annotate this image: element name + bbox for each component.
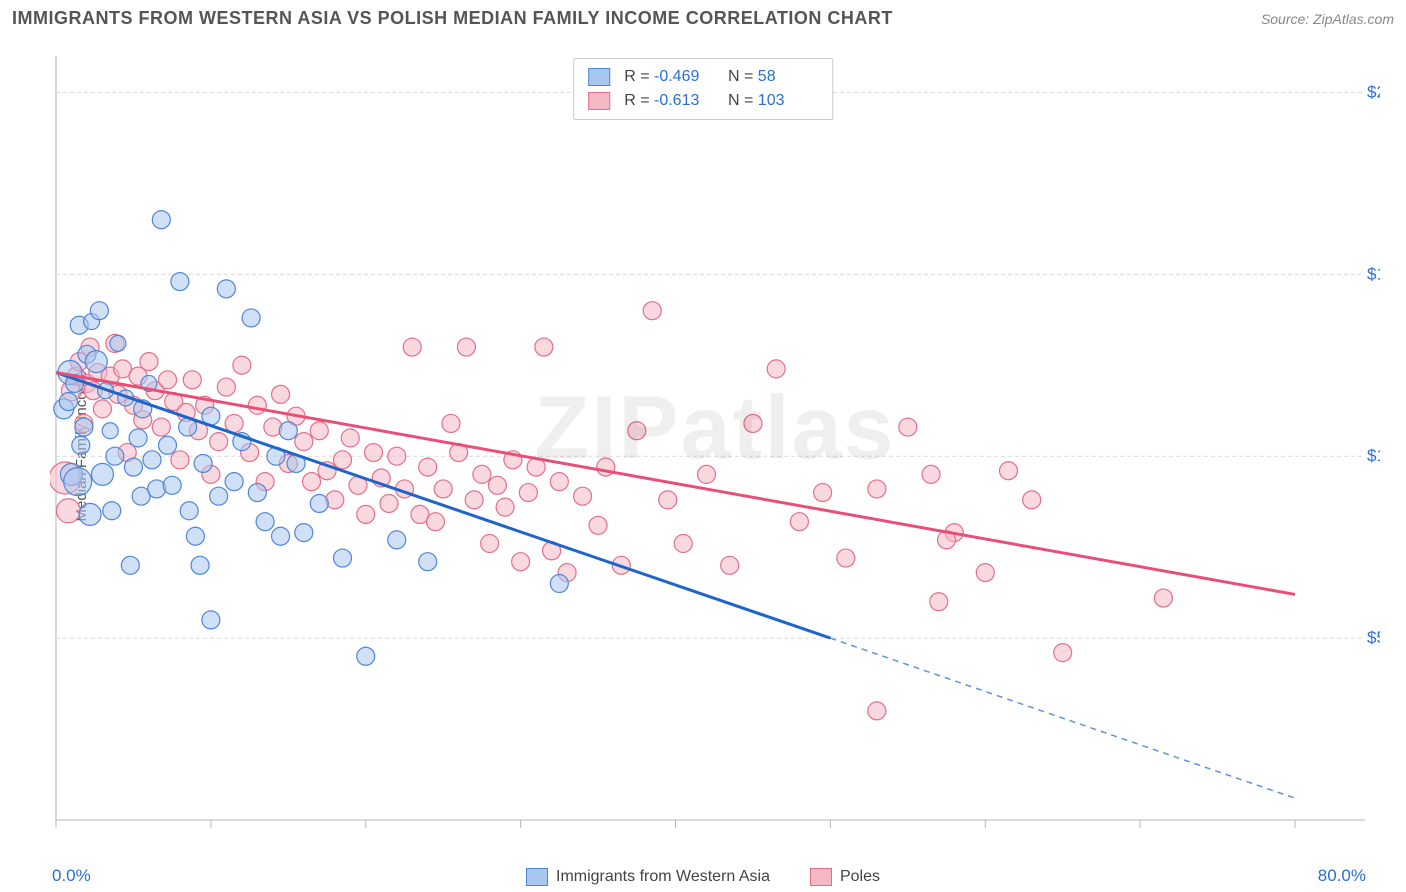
legend-stats-row: R = -0.613 N = 103 bbox=[588, 89, 818, 113]
source-label: Source: ZipAtlas.com bbox=[1261, 11, 1394, 27]
plot-area: $50,000$100,000$150,000$200,000 ZIPatlas bbox=[50, 50, 1380, 840]
legend-label-1: Poles bbox=[840, 868, 880, 886]
r-label: R = bbox=[624, 92, 654, 109]
n-label: N = bbox=[728, 92, 758, 109]
swatch-series-0 bbox=[526, 868, 548, 886]
x-axis-max: 80.0% bbox=[1318, 866, 1366, 886]
legend-item-1: Poles bbox=[810, 868, 880, 886]
chart-title: IMMIGRANTS FROM WESTERN ASIA VS POLISH M… bbox=[12, 8, 893, 29]
swatch-series-1 bbox=[588, 92, 610, 110]
r-value-0: -0.469 bbox=[654, 65, 714, 89]
swatch-series-0 bbox=[588, 68, 610, 86]
legend-bottom: Immigrants from Western Asia Poles bbox=[526, 868, 880, 886]
chart-header: IMMIGRANTS FROM WESTERN ASIA VS POLISH M… bbox=[12, 8, 1394, 29]
x-axis-min: 0.0% bbox=[52, 866, 91, 886]
chart-svg: $50,000 $100,000 $150,000 $200,000 bbox=[50, 50, 1380, 840]
legend-stats-row: R = -0.469 N = 58 bbox=[588, 65, 818, 89]
legend-label-0: Immigrants from Western Asia bbox=[556, 868, 770, 886]
svg-text:$50,000: $50,000 bbox=[1367, 628, 1380, 647]
r-value-1: -0.613 bbox=[654, 89, 714, 113]
svg-text:$100,000: $100,000 bbox=[1367, 446, 1380, 465]
n-value-0: 58 bbox=[758, 65, 818, 89]
legend-stats: R = -0.469 N = 58 R = -0.613 N = 103 bbox=[573, 58, 833, 120]
n-value-1: 103 bbox=[758, 89, 818, 113]
svg-text:$150,000: $150,000 bbox=[1367, 264, 1380, 283]
svg-text:$200,000: $200,000 bbox=[1367, 82, 1380, 101]
n-label: N = bbox=[728, 68, 758, 85]
legend-item-0: Immigrants from Western Asia bbox=[526, 868, 770, 886]
r-label: R = bbox=[624, 68, 654, 85]
swatch-series-1 bbox=[810, 868, 832, 886]
